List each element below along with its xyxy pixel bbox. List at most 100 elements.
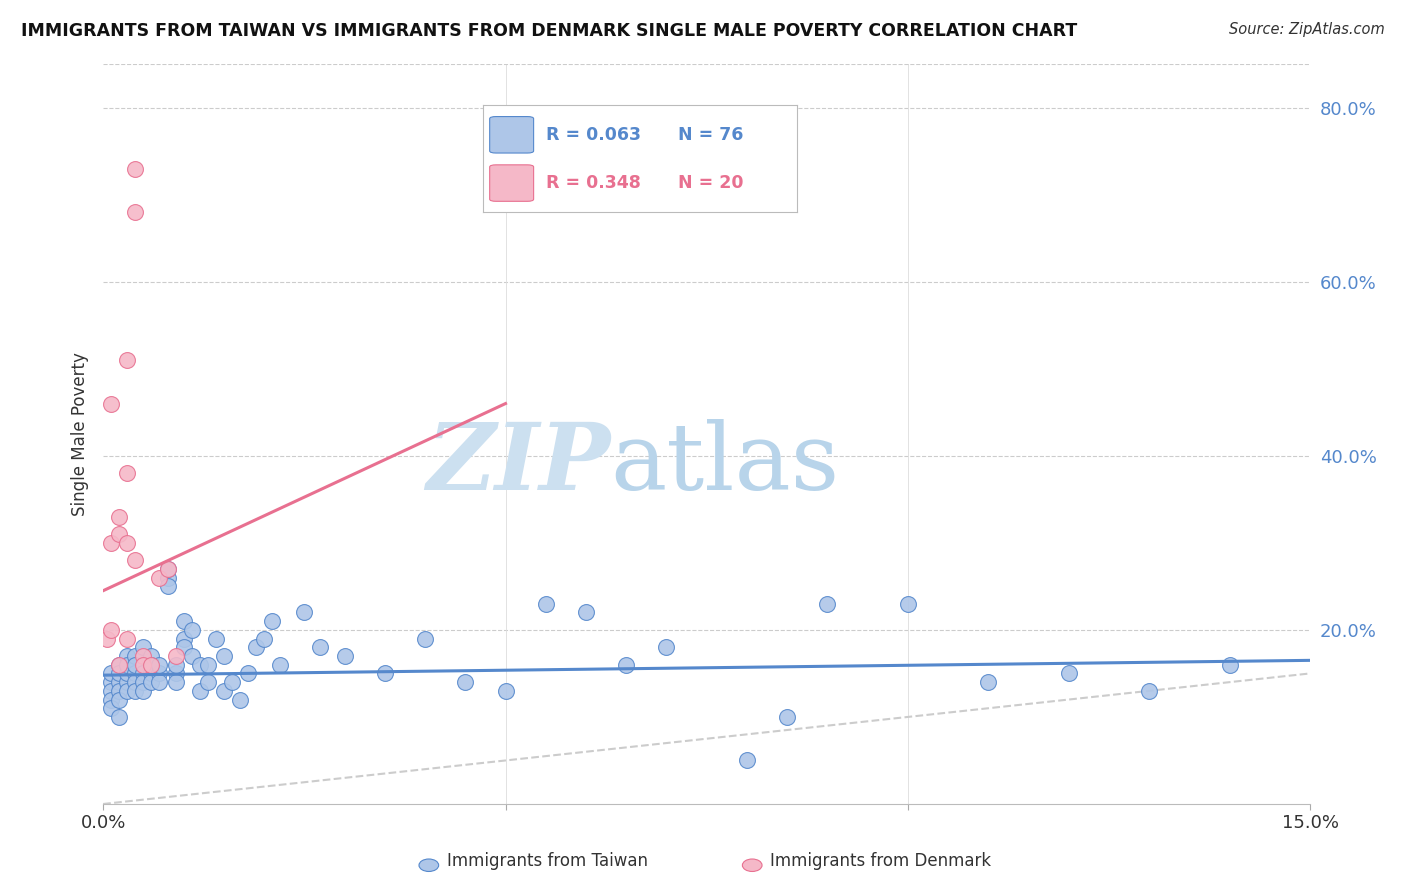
- Point: [108, 666, 131, 681]
- Point: [100, 675, 122, 690]
- Point: [1137, 683, 1160, 698]
- Point: [236, 666, 259, 681]
- Point: [197, 675, 219, 690]
- Point: [117, 675, 139, 690]
- Point: [148, 657, 170, 672]
- Point: [188, 683, 211, 698]
- Point: [141, 666, 163, 681]
- Point: [165, 648, 187, 663]
- Point: [141, 657, 163, 672]
- Text: atlas: atlas: [610, 418, 839, 508]
- Point: [132, 640, 155, 655]
- Point: [655, 640, 678, 655]
- Point: [309, 640, 332, 655]
- Point: [100, 701, 122, 715]
- Point: [534, 597, 557, 611]
- Point: [204, 632, 226, 646]
- Text: ZIP: ZIP: [426, 418, 610, 508]
- Point: [132, 666, 155, 681]
- Point: [156, 579, 179, 593]
- Point: [124, 648, 146, 663]
- Point: [141, 648, 163, 663]
- Point: [100, 396, 122, 410]
- Point: [124, 205, 146, 219]
- Y-axis label: Single Male Poverty: Single Male Poverty: [72, 352, 89, 516]
- Point: [100, 536, 122, 550]
- Point: [108, 692, 131, 706]
- Point: [180, 623, 202, 637]
- Point: [180, 648, 202, 663]
- Point: [132, 657, 155, 672]
- Point: [977, 675, 1000, 690]
- Point: [253, 632, 276, 646]
- Point: [108, 657, 131, 672]
- Point: [108, 527, 131, 541]
- Point: [454, 675, 477, 690]
- Point: [495, 683, 517, 698]
- Point: [100, 666, 122, 681]
- Point: [108, 675, 131, 690]
- Text: IMMIGRANTS FROM TAIWAN VS IMMIGRANTS FROM DENMARK SINGLE MALE POVERTY CORRELATIO: IMMIGRANTS FROM TAIWAN VS IMMIGRANTS FRO…: [21, 22, 1077, 40]
- Point: [165, 657, 187, 672]
- Point: [117, 666, 139, 681]
- Point: [165, 666, 187, 681]
- Point: [245, 640, 267, 655]
- Point: [156, 571, 179, 585]
- Point: [188, 657, 211, 672]
- Point: [100, 692, 122, 706]
- Point: [124, 657, 146, 672]
- Point: [173, 640, 195, 655]
- Point: [108, 683, 131, 698]
- Point: [124, 666, 146, 681]
- Text: Immigrants from Taiwan: Immigrants from Taiwan: [447, 852, 648, 870]
- Text: Source: ZipAtlas.com: Source: ZipAtlas.com: [1229, 22, 1385, 37]
- Point: [148, 666, 170, 681]
- Point: [100, 623, 122, 637]
- Point: [108, 657, 131, 672]
- Point: [614, 657, 637, 672]
- Point: [117, 466, 139, 480]
- Point: [117, 683, 139, 698]
- Point: [117, 632, 139, 646]
- Point: [413, 632, 436, 646]
- Point: [221, 675, 243, 690]
- Point: [1057, 666, 1080, 681]
- Point: [124, 675, 146, 690]
- Point: [117, 657, 139, 672]
- Point: [292, 606, 315, 620]
- Point: [817, 597, 839, 611]
- Point: [132, 683, 155, 698]
- Point: [117, 536, 139, 550]
- Point: [897, 597, 920, 611]
- Point: [776, 710, 799, 724]
- Point: [374, 666, 396, 681]
- Point: [124, 553, 146, 567]
- Point: [117, 648, 139, 663]
- Point: [148, 675, 170, 690]
- Point: [132, 675, 155, 690]
- Point: [108, 710, 131, 724]
- Point: [735, 754, 758, 768]
- Point: [156, 562, 179, 576]
- Point: [173, 614, 195, 628]
- Point: [269, 657, 291, 672]
- Point: [575, 606, 598, 620]
- Point: [108, 509, 131, 524]
- Point: [100, 683, 122, 698]
- Point: [197, 657, 219, 672]
- Point: [124, 683, 146, 698]
- Point: [229, 692, 252, 706]
- Point: [132, 648, 155, 663]
- Point: [148, 571, 170, 585]
- Point: [156, 562, 179, 576]
- Point: [141, 657, 163, 672]
- Point: [1219, 657, 1241, 672]
- Point: [212, 648, 235, 663]
- Point: [333, 648, 356, 663]
- Point: [173, 632, 195, 646]
- Point: [165, 675, 187, 690]
- Point: [141, 675, 163, 690]
- Point: [212, 683, 235, 698]
- Point: [124, 161, 146, 176]
- Text: Immigrants from Denmark: Immigrants from Denmark: [770, 852, 991, 870]
